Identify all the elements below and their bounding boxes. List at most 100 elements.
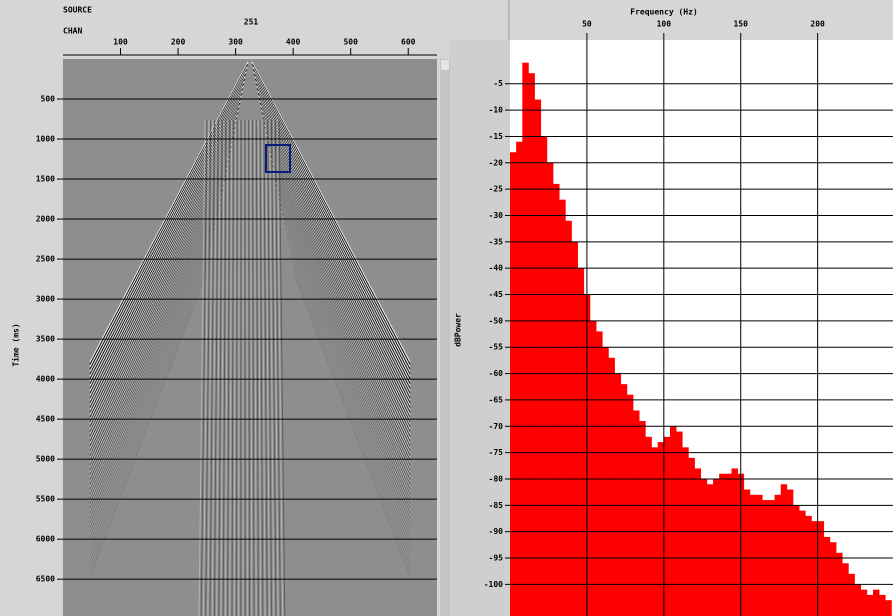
y-tick-label: 1000 [36,135,55,144]
bar [602,347,608,616]
y-tick-label: 4500 [36,415,55,424]
bar [793,505,799,616]
y-tick-label: -95 [489,554,504,563]
bar [873,590,879,616]
y-tick-label: -100 [484,580,503,589]
scroll-up[interactable] [441,60,449,70]
y-tick-label: -5 [493,79,503,88]
bar [830,542,836,616]
bar [719,474,725,616]
bar [799,511,805,616]
bar [645,437,651,616]
bar [750,495,756,616]
bar [559,200,565,616]
y-tick-label: 2500 [36,255,55,264]
bar [781,484,787,616]
bar [510,152,516,616]
bar [688,458,694,616]
x-tick-label: 500 [343,38,358,47]
bar [707,484,713,616]
y-tick-label: 6500 [36,575,55,584]
bar [615,374,621,616]
y-axis-title: dBPower [454,313,463,347]
bar [855,584,861,616]
trace-band [247,120,248,616]
bar [842,563,848,616]
y-tick-label: -45 [489,290,504,299]
bar [535,100,541,616]
bar [522,63,528,616]
y-tick-label: -50 [489,316,504,325]
bar [541,136,547,616]
y-tick-label: -65 [489,395,504,404]
bar [701,479,707,616]
y-tick-label: -90 [489,527,504,536]
y-tick-label: -15 [489,132,504,141]
y-tick-label: -70 [489,422,504,431]
y-tick-label: -75 [489,448,504,457]
y-tick-label: -55 [489,343,504,352]
bar [621,384,627,616]
bar [787,490,793,616]
bar [885,600,891,616]
bar [547,163,553,616]
bar [744,490,750,616]
y-tick-label: -35 [489,237,504,246]
bar [695,468,701,616]
x-tick-label: 100 [113,38,128,47]
x-axis-title: CHAN [63,27,82,36]
y-tick-label: -25 [489,185,504,194]
y-tick-label: 2000 [36,215,55,224]
y-tick-label: 6000 [36,535,55,544]
bar [633,410,639,616]
source-value: 251 [244,18,259,27]
source-label: SOURCE [63,6,92,15]
y-tick-label: 5000 [36,455,55,464]
bar [596,331,602,616]
y-tick-label: -10 [489,106,504,115]
y-tick-label: -80 [489,474,504,483]
bar [608,358,614,616]
x-tick-label: 100 [657,20,672,29]
x-tick-label: 200 [810,20,825,29]
bar [867,595,873,616]
bar [528,73,534,616]
bar [664,437,670,616]
y-tick-label: 500 [41,95,56,104]
bar [713,479,719,616]
scrollbar[interactable] [440,59,450,616]
y-tick-label: -60 [489,369,504,378]
bar [756,495,762,616]
y-tick-label: -30 [489,211,504,220]
y-tick-label: 5500 [36,495,55,504]
y-axis-title: Time (ms) [11,323,21,366]
bar [731,468,737,616]
x-tick-label: 300 [228,38,243,47]
bar [861,590,867,616]
bar [725,474,731,616]
bar [639,421,645,616]
bar [848,574,854,616]
y-tick-label: -85 [489,501,504,510]
bar [590,321,596,616]
bar [578,268,584,616]
y-tick-label: -40 [489,264,504,273]
x-tick-label: 400 [286,38,301,47]
y-tick-label: 3000 [36,295,55,304]
x-tick-label: 200 [171,38,186,47]
bar [676,432,682,616]
bar [565,221,571,616]
x-tick-label: 600 [401,38,416,47]
y-tick-label: 1500 [36,175,55,184]
x-axis-title: Frequency (Hz) [630,8,697,17]
bar [811,521,817,616]
y-tick-label: 4000 [36,375,55,384]
y-tick-label: -20 [489,158,504,167]
bar [879,595,885,616]
trace-band [239,120,240,616]
bar [670,426,676,616]
bar [805,516,811,616]
y-tick-label: 3500 [36,335,55,344]
bar [572,242,578,616]
bar [658,442,664,616]
